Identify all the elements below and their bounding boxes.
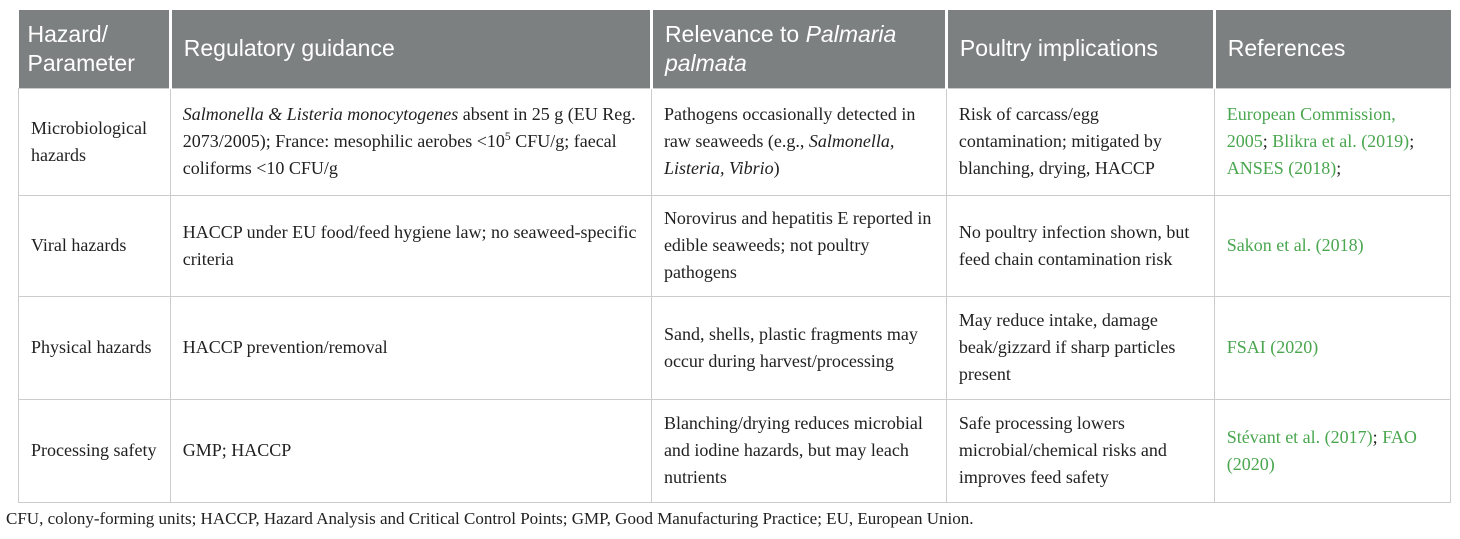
superscript: 5	[504, 130, 511, 143]
text-segment: )	[773, 158, 780, 178]
reference-link[interactable]: Stévant et al. (2017)	[1226, 426, 1373, 447]
table-row: Microbiological hazards Salmonella & List…	[18, 87, 1452, 196]
text-segment: HACCP prevention/removal	[182, 337, 388, 357]
reference-link[interactable]: Blikra et al. (2019)	[1272, 131, 1410, 151]
cell-poultry-implications: No poultry infection shown, but feed cha…	[945, 194, 1215, 297]
column-header-regulatory-guidance: Regulatory guidance	[168, 10, 652, 88]
table-header: Hazard/ Parameter Regulatory guidance Rele…	[18, 10, 1451, 88]
cell-poultry-implications: Risk of carcass/egg contamination; mitig…	[945, 87, 1215, 196]
text-segment: Sand, shells, plastic fragments may occu…	[663, 323, 918, 371]
text-segment: May reduce intake, damage beak/gizzard i…	[958, 310, 1176, 384]
text-segment: Viral hazards	[31, 235, 127, 255]
cell-references: FSAI (2020)	[1213, 295, 1452, 400]
italic-text: Salmonella & Listeria monocytogenes	[182, 104, 459, 124]
text-segment: Hazard/ Parameter	[27, 20, 135, 76]
reference-link[interactable]: FAO (2020)	[1226, 426, 1417, 474]
cell-poultry-implications: May reduce intake, damage beak/gizzard i…	[945, 295, 1215, 400]
abbreviations-footnote: CFU, colony-forming units; HACCP, Hazard…	[6, 509, 974, 528]
reference-link[interactable]: European Commission, 2005	[1226, 104, 1396, 151]
text-segment: absent in 25 g (EU Reg. 2073/2005); Fran…	[182, 104, 636, 151]
text-segment: Pathogens occasionally detected in raw s…	[663, 104, 916, 151]
cell-hazard-parameter: Viral hazards	[18, 194, 171, 297]
table-row: Viral hazards HACCP under EU food/feed hy…	[18, 194, 1452, 297]
column-header-hazard-parameter: Hazard/ Parameter	[18, 10, 171, 88]
text-segment: Blanching/drying reduces microbial and i…	[663, 413, 923, 487]
table-body: Microbiological hazards Salmonella & List…	[18, 87, 1452, 503]
cell-regulatory-guidance: HACCP under EU food/feed hygiene law; no…	[169, 194, 652, 297]
column-header-references: References	[1212, 10, 1451, 88]
cell-poultry-implications: Safe processing lowers microbial/chemica…	[945, 398, 1215, 503]
reference-link[interactable]: ANSES (2018)	[1226, 158, 1337, 178]
hazards-table: Hazard/ Parameter Regulatory guidance Rele…	[18, 10, 1452, 503]
text-segment: Relevance to	[664, 20, 806, 47]
cell-regulatory-guidance: Salmonella & Listeria monocytogenes abse…	[169, 87, 652, 196]
table-row: Physical hazards HACCP prevention/removal…	[18, 295, 1452, 400]
italic-text: Palmaria palmata	[664, 20, 897, 76]
reference-link[interactable]: FSAI (2020)	[1226, 337, 1319, 357]
text-segment: Norovirus and hepatitis E reported in ed…	[663, 208, 932, 282]
cell-references: European Commission, 2005; Blikra et al.…	[1213, 87, 1452, 196]
cell-references: Sakon et al. (2018)	[1213, 194, 1452, 297]
text-segment: Microbiological hazards	[31, 117, 147, 165]
column-header-poultry-implications: Poultry implications	[944, 10, 1215, 88]
italic-text: Salmonella, Listeria, Vibrio	[663, 131, 895, 178]
header-row: Hazard/ Parameter Regulatory guidance Rele…	[18, 10, 1451, 88]
text-segment: CFU/g; faecal coliforms <10 CFU/g	[182, 131, 617, 178]
cell-relevance: Blanching/drying reduces microbial and i…	[650, 398, 947, 503]
text-segment: ;	[1409, 131, 1415, 151]
text-segment: Poultry implications	[959, 35, 1159, 62]
cell-relevance: Pathogens occasionally detected in raw s…	[650, 87, 947, 196]
text-segment: No poultry infection shown, but feed cha…	[958, 221, 1190, 269]
text-segment: Safe processing lowers microbial/chemica…	[958, 413, 1167, 487]
cell-hazard-parameter: Processing safety	[18, 398, 171, 503]
text-segment: Processing safety	[31, 440, 157, 460]
column-header-relevance: Relevance to Palmaria palmata	[649, 10, 947, 88]
text-segment: Regulatory guidance	[183, 35, 395, 62]
text-segment: ;	[1262, 131, 1273, 151]
cell-references: Stévant et al. (2017); FAO (2020)	[1213, 398, 1452, 503]
text-segment: HACCP under EU food/feed hygiene law; no…	[182, 221, 637, 269]
cell-regulatory-guidance: GMP; HACCP	[169, 398, 652, 503]
text-segment: GMP; HACCP	[182, 440, 292, 460]
cell-relevance: Norovirus and hepatitis E reported in ed…	[650, 194, 947, 297]
cell-regulatory-guidance: HACCP prevention/removal	[169, 295, 652, 400]
text-segment: References	[1227, 35, 1346, 62]
text-segment: ;	[1336, 158, 1342, 178]
cell-relevance: Sand, shells, plastic fragments may occu…	[650, 295, 947, 400]
table-row: Processing safety GMP; HACCP Blanching/dry…	[18, 398, 1452, 503]
cell-hazard-parameter: Microbiological hazards	[18, 87, 171, 196]
text-segment: ;	[1372, 426, 1383, 447]
reference-link[interactable]: Sakon et al. (2018)	[1226, 235, 1364, 255]
text-segment: Physical hazards	[31, 337, 152, 357]
cell-hazard-parameter: Physical hazards	[18, 295, 171, 400]
text-segment: Risk of carcass/egg contamination; mitig…	[958, 104, 1162, 178]
